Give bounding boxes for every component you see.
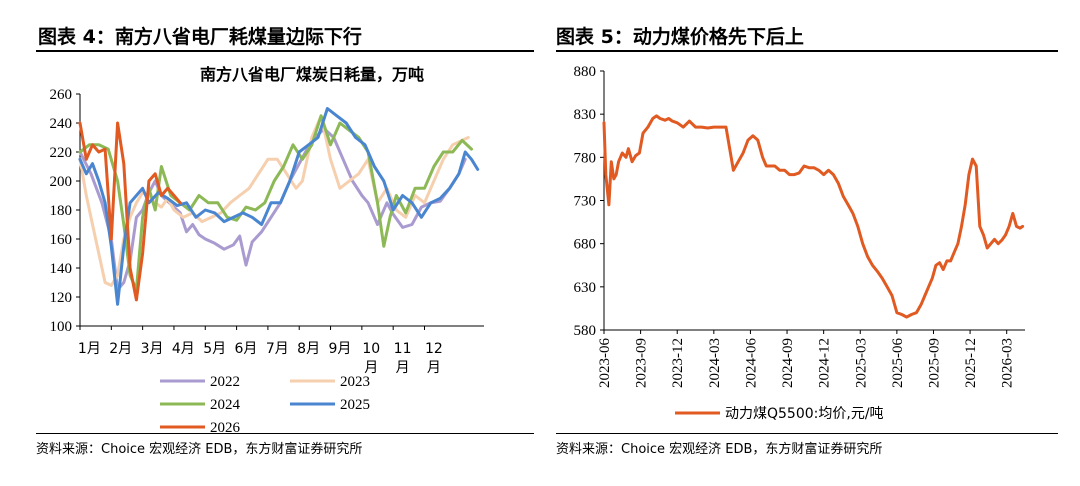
x-tick-label: 2024-03: [707, 338, 723, 388]
x-tick-label: 2025-06: [890, 338, 906, 388]
legend-label-price: 动力煤Q5500:均价,元/吨: [725, 406, 884, 422]
x-tick-label: 2025-09: [926, 338, 942, 388]
chart-title: 南方八省电厂煤炭日耗量，万吨: [200, 65, 424, 84]
series-line-2024: [78, 114, 473, 292]
y-tick-label: 730: [574, 194, 597, 210]
left-source-rule: [36, 433, 534, 434]
x-tick-label: 2025-12: [963, 338, 979, 388]
x-tick-label: 2025-03: [853, 338, 869, 388]
x-tick-label: 6月: [235, 341, 258, 357]
series-line-2023: [78, 114, 470, 287]
x-tick-label: 12 月: [425, 341, 443, 376]
left-source-note: 资料来源：Choice 宏观经济 EDB，东方财富证券研究所: [36, 442, 363, 457]
legend-label-2024: 2024: [210, 397, 241, 413]
series-line-price: [602, 114, 1025, 319]
x-tick-label: 2023-12: [670, 338, 686, 388]
left-title-rule: [36, 50, 534, 52]
x-tick-label: 9月: [328, 341, 351, 357]
y-tick-label: 240: [50, 116, 73, 132]
legend-label-2023: 2023: [340, 374, 370, 390]
x-tick-label: 2月: [109, 341, 132, 357]
y-tick-label: 220: [50, 145, 73, 161]
series-line-2022: [78, 127, 467, 292]
y-tick-label: 140: [50, 261, 73, 277]
y-tick-label: 630: [574, 280, 597, 296]
y-tick-label: 180: [50, 203, 73, 219]
x-tick-label: 5月: [203, 341, 226, 357]
x-tick-label: 11 月: [394, 341, 412, 376]
y-tick-label: 120: [50, 290, 73, 306]
x-tick-label: 2024-12: [817, 338, 833, 388]
legend-label-2022: 2022: [210, 374, 240, 390]
x-tick-label: 7月: [266, 341, 289, 357]
coal-price-chart: 580 630 680 730 780 830 880 2023-06 2023-09 2023-…: [574, 64, 1025, 422]
x-tick-label: 8月: [297, 341, 320, 357]
right-figure-title: 图表 5：动力煤价格先下后上: [556, 26, 804, 48]
x-tick-label: 1月: [78, 341, 101, 357]
right-source-note: 资料来源：Choice 宏观经济 EDB，东方财富证券研究所: [556, 442, 883, 457]
y-tick-label: 780: [574, 150, 597, 166]
y-tick-label: 680: [574, 237, 597, 253]
series-line-2025: [78, 107, 480, 306]
right-source-rule: [556, 433, 1058, 434]
y-tick-label: 580: [574, 323, 597, 339]
x-tick-label: 2026-03: [1000, 338, 1016, 388]
x-tick-label: 10 月: [362, 341, 380, 376]
y-tick-label: 200: [50, 174, 73, 190]
left-figure-panel: 图表 4：南方八省电厂耗煤量边际下行 南方八省电厂煤炭日耗量，万吨 100 120 1…: [0, 0, 535, 486]
right-title-rule: [556, 50, 1058, 52]
x-tick-label: 4月: [172, 341, 195, 357]
x-tick-label: 2024-06: [743, 338, 759, 388]
x-tick-label: 3月: [141, 341, 164, 357]
y-tick-label: 100: [50, 319, 73, 335]
left-figure-title: 图表 4：南方八省电厂耗煤量边际下行: [38, 26, 362, 48]
y-tick-label: 160: [50, 232, 73, 248]
x-tick-label: 2023-06: [597, 338, 613, 388]
y-tick-label: 880: [574, 64, 597, 80]
series-line-2026: [78, 121, 182, 302]
y-tick-label: 260: [50, 87, 73, 103]
coal-consumption-chart: 南方八省电厂煤炭日耗量，万吨 100 120 140 160 180 200 220 240 26…: [50, 65, 484, 436]
x-tick-label: 2023-09: [634, 338, 650, 388]
right-figure-panel: 图表 5：动力煤价格先下后上 580 630 680 730 780 830 880 2023…: [540, 0, 1080, 486]
legend-label-2026: 2026: [210, 420, 241, 436]
x-tick-label: 2024-09: [780, 338, 796, 388]
legend-label-2025: 2025: [340, 397, 370, 413]
y-tick-label: 830: [574, 107, 597, 123]
